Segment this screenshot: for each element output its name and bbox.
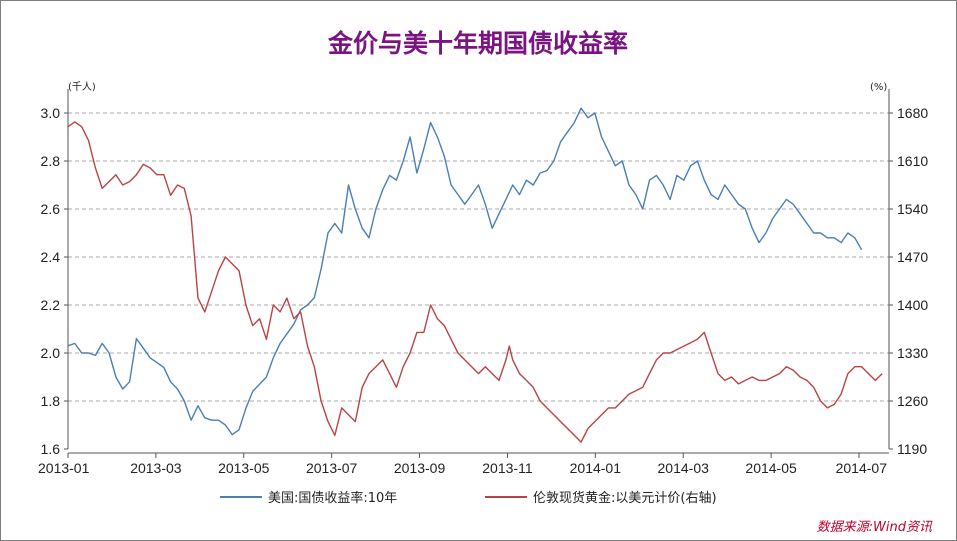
x-tick-label: 2013-09 (394, 460, 446, 476)
series-line-treasury-yield (67, 107, 863, 436)
right-tick-label: 1680 (897, 105, 928, 121)
right-tick-label: 1400 (897, 297, 928, 313)
series-layer (67, 107, 883, 443)
legend: 美国:国债收益率:10年 伦敦现货黄金:以美元计价(右轴) (220, 490, 717, 506)
chart-title: 金价与美十年期国债收益率 (327, 29, 628, 58)
x-tick-label: 2013-03 (130, 460, 182, 476)
legend-label-treasury: 美国:国债收益率:10年 (268, 490, 397, 506)
left-tick-label: 2.2 (41, 297, 61, 313)
tick-labels: 3.0 1680 2.8 1610 2.6 1540 2.4 1470 2.2 1400 2.0 13… (38, 105, 928, 476)
series-line-gold-price (67, 121, 883, 443)
legend-label-gold: 伦敦现货黄金:以美元计价(右轴) (533, 490, 717, 506)
left-tick-label: 2.8 (41, 153, 61, 169)
left-tick-label: 2.6 (41, 201, 61, 217)
right-tick-label: 1610 (897, 153, 928, 169)
right-tick-label: 1260 (897, 393, 928, 409)
x-tick-label: 2013-05 (218, 460, 270, 476)
x-tick-label: 2014-03 (658, 460, 710, 476)
left-tick-label: 3.0 (41, 105, 61, 121)
axes-layer (64, 89, 893, 458)
grid-layer (68, 112, 889, 402)
right-tick-label: 1540 (897, 201, 928, 217)
right-tick-label: 1190 (897, 441, 927, 457)
x-tick-label: 2014-01 (570, 460, 622, 476)
left-axis-unit: (千人) (68, 81, 96, 93)
right-tick-label: 1470 (897, 249, 928, 265)
left-tick-label: 2.0 (41, 345, 61, 361)
x-tick-label: 2014-07 (836, 460, 888, 476)
right-axis-unit: (%) (870, 82, 887, 93)
left-tick-label: 1.8 (41, 393, 61, 409)
left-tick-label: 1.6 (41, 441, 61, 457)
x-tick-label: 2013-07 (306, 460, 358, 476)
source-note: 数据来源:Wind资讯 (817, 520, 933, 535)
x-tick-label: 2013-11 (482, 460, 533, 476)
x-tick-label: 2014-05 (745, 460, 797, 476)
x-tick-label: 2013-01 (38, 460, 90, 476)
left-tick-label: 2.4 (41, 249, 61, 265)
right-tick-label: 1330 (897, 345, 928, 361)
